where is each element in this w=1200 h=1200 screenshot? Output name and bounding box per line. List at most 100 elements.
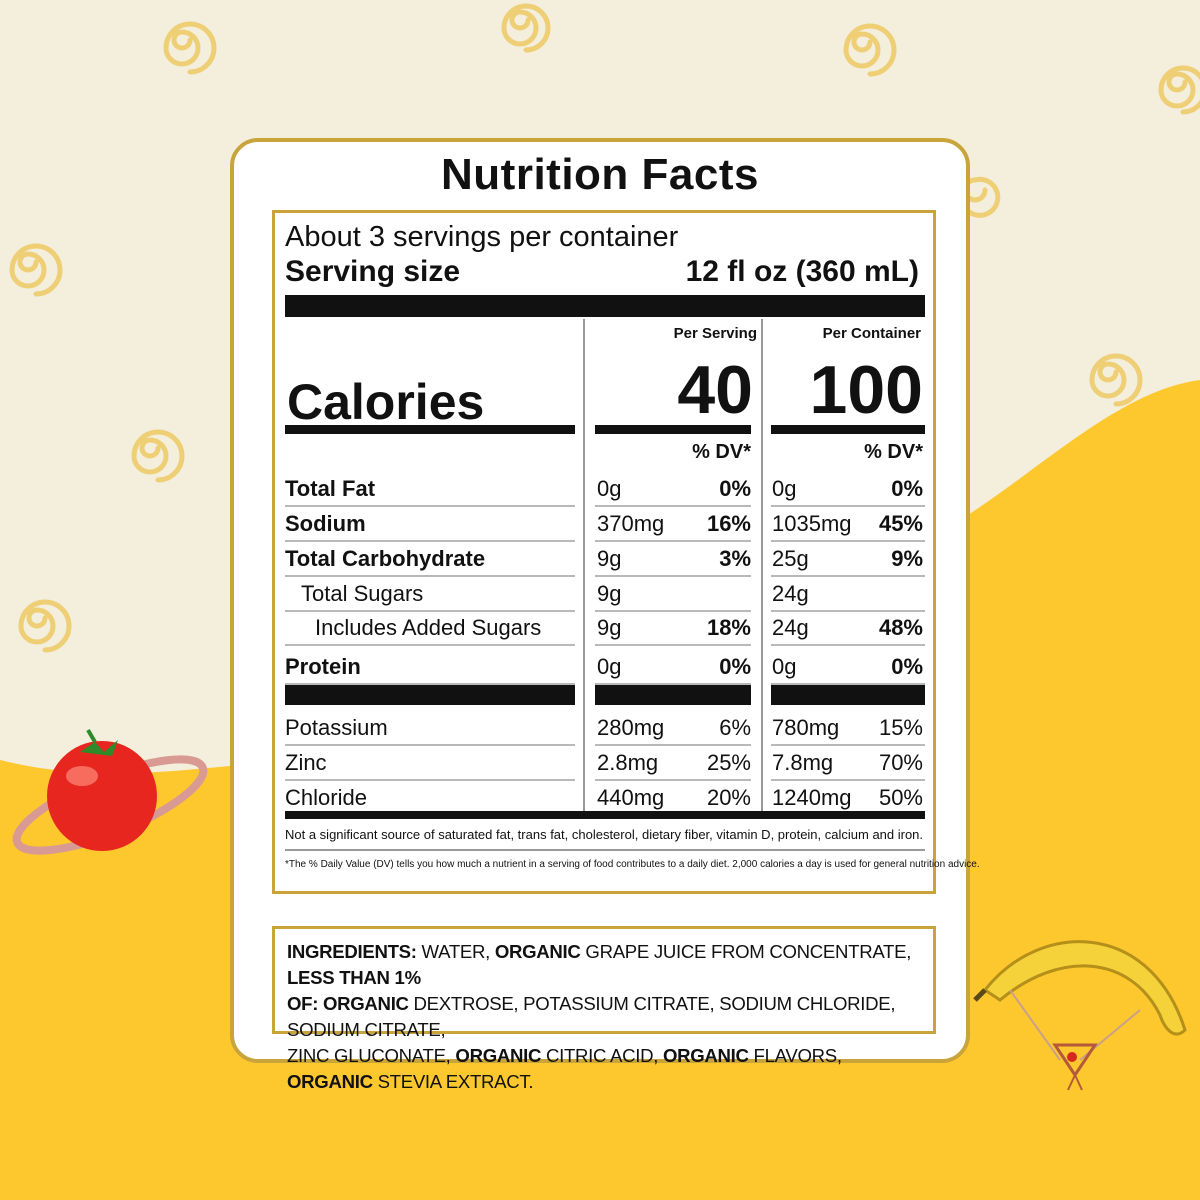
- row-divider: [595, 744, 751, 746]
- row-divider: [285, 505, 575, 507]
- footnote-daily-value: *The % Daily Value (DV) tells you how mu…: [285, 859, 980, 870]
- row-divider: [595, 505, 751, 507]
- row-divider: [771, 505, 925, 507]
- serving-dv: 25%: [706, 750, 751, 775]
- serving-amount: 9g: [597, 546, 622, 571]
- banana-parachute-icon: [973, 940, 1187, 1091]
- row-divider: [285, 683, 575, 685]
- tomato-planet-icon: [12, 728, 208, 855]
- divider-thick: [285, 811, 925, 819]
- row-divider: [285, 744, 575, 746]
- serving-size-value: 12 fl oz (360 mL): [685, 255, 919, 288]
- row-divider: [285, 540, 575, 542]
- serving-amount: 2.8mg: [597, 750, 659, 775]
- row-divider: [771, 540, 925, 542]
- container-dv: [855, 576, 923, 611]
- swirl-icon: [9, 243, 63, 297]
- nutrient-name: Includes Added Sugars: [315, 615, 542, 640]
- nutrient-name: Total Carbohydrate: [285, 546, 486, 571]
- nutrition-facts-title: Nutrition Facts: [441, 150, 759, 199]
- nutrient-name: Total Fat: [285, 476, 376, 501]
- row-divider: [285, 610, 575, 612]
- footnote-not-significant: Not a significant source of saturated fa…: [285, 827, 924, 842]
- calories-per-container: 100: [809, 352, 923, 428]
- nutrient-name: Chloride: [285, 785, 367, 810]
- serving-dv: 0%: [719, 654, 751, 679]
- container-amount: 24g: [772, 581, 809, 606]
- nutrient-row: Includes Added Sugars 9g 18% 24g 48%: [275, 610, 935, 645]
- container-dv: 70%: [878, 750, 923, 775]
- swirl-icon: [1158, 65, 1200, 115]
- container-dv: 0%: [891, 476, 923, 501]
- dv-header-container: % DV*: [864, 441, 923, 463]
- swirl-icon: [18, 599, 72, 653]
- nutrient-name: Zinc: [285, 750, 327, 775]
- row-divider: [285, 779, 575, 781]
- container-amount: 0g: [772, 476, 797, 501]
- row-divider: [771, 779, 925, 781]
- divider-thick: [771, 685, 925, 705]
- row-divider: [285, 575, 575, 577]
- row-divider: [595, 575, 751, 577]
- per-serving-header: Per Serving: [673, 325, 757, 342]
- row-divider: [595, 779, 751, 781]
- nutrient-row: Total Carbohydrate 9g 3% 25g 9%: [275, 541, 935, 576]
- ingredients-line-3: ZINC GLUCONATE, ORGANIC CITRIC ACID, ORG…: [287, 1045, 842, 1092]
- row-divider: [771, 644, 925, 646]
- container-amount: 0g: [772, 654, 797, 679]
- row-divider: [595, 540, 751, 542]
- nutrition-card: Nutrition Facts About 3 servings per con…: [230, 138, 980, 1092]
- nutrient-name: Protein: [285, 654, 361, 679]
- swirl-icon: [163, 21, 217, 75]
- row-divider: [595, 610, 751, 612]
- mineral-row: Chloride 440mg 20% 1240mg 50%: [275, 780, 935, 815]
- mineral-row: Zinc 2.8mg 25% 7.8mg 70%: [275, 745, 935, 780]
- row-divider: [771, 610, 925, 612]
- swirl-icon: [843, 23, 897, 77]
- divider-medium: [285, 425, 575, 434]
- serving-amount: 370mg: [597, 511, 665, 536]
- container-dv: 45%: [878, 511, 923, 536]
- serving-size-row: Serving size 12 fl oz (360 mL): [285, 255, 919, 289]
- serving-amount: 0g: [597, 476, 622, 501]
- container-dv: 15%: [878, 715, 923, 740]
- divider-thick: [285, 685, 575, 705]
- row-divider: [771, 744, 925, 746]
- row-divider: [285, 644, 575, 646]
- yellow-wave-right: [960, 380, 1200, 1200]
- ingredients-line-1: INGREDIENTS: WATER, ORGANIC GRAPE JUICE …: [287, 941, 912, 988]
- serving-dv: 3%: [719, 546, 751, 571]
- serving-dv: 18%: [706, 615, 751, 640]
- nutrient-row: Total Sugars 9g 24g: [275, 576, 935, 611]
- container-dv: 48%: [878, 615, 923, 640]
- container-amount: 25g: [772, 546, 809, 571]
- serving-dv: 6%: [719, 715, 751, 740]
- row-divider: [595, 683, 751, 685]
- nutrition-panel: About 3 servings per container Serving s…: [272, 210, 980, 894]
- serving-amount: 0g: [597, 654, 622, 679]
- column-separator: [583, 319, 585, 815]
- serving-amount: 9g: [597, 615, 622, 640]
- serving-dv: 20%: [706, 785, 751, 810]
- ingredients-box: INGREDIENTS: WATER, ORGANIC GRAPE JUICE …: [272, 926, 936, 1092]
- divider-thick: [595, 685, 751, 705]
- nutrient-row: Sodium 370mg 16% 1035mg 45%: [275, 506, 935, 541]
- column-separator: [761, 319, 763, 815]
- serving-size-label: Serving size: [285, 255, 461, 288]
- footnote-divider: [285, 849, 925, 851]
- container-amount: 24g: [772, 615, 809, 640]
- nutrient-row: Total Fat 0g 0% 0g 0%: [275, 471, 935, 506]
- serving-amount: 440mg: [597, 785, 665, 810]
- serving-dv: 16%: [706, 511, 751, 536]
- container-dv: 9%: [891, 546, 923, 571]
- container-dv: 50%: [878, 785, 923, 810]
- swirl-icon: [501, 3, 551, 53]
- container-dv: 0%: [891, 654, 923, 679]
- nutrient-name: Potassium: [285, 715, 388, 740]
- divider-thick: [285, 295, 925, 317]
- nutrient-name: Sodium: [285, 511, 366, 536]
- mineral-row: Potassium 280mg 6% 780mg 15%: [275, 710, 935, 745]
- per-container-header: Per Container: [822, 325, 921, 342]
- calories-per-serving: 40: [677, 352, 753, 428]
- serving-amount: 280mg: [597, 715, 665, 740]
